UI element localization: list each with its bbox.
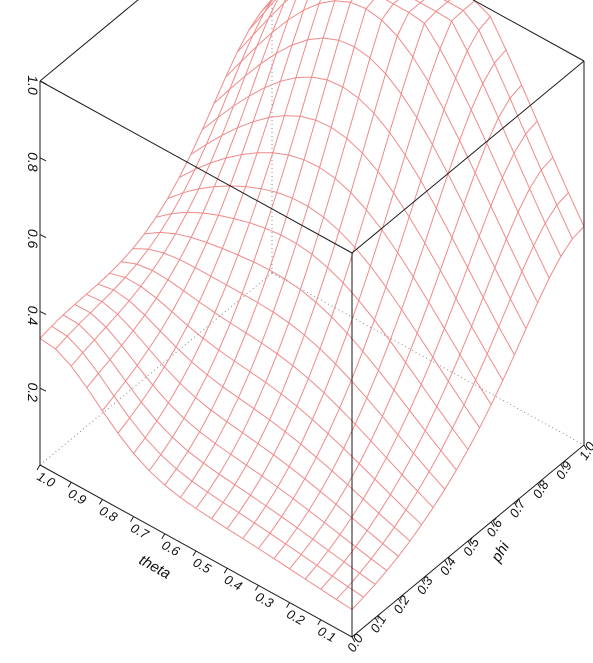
mesh-line-theta	[320, 156, 554, 590]
mesh-line-phi	[121, 261, 434, 508]
y-tick-label: 0.5	[460, 535, 483, 559]
mesh-line-phi	[225, 0, 539, 303]
mesh-line-theta	[148, 0, 336, 471]
z-tick-mark	[39, 234, 47, 239]
mesh-line-phi	[248, 0, 562, 257]
x-tick-label: 0.1	[315, 623, 338, 645]
mesh-line-phi	[190, 115, 504, 381]
y-tick-mark	[397, 598, 402, 604]
x-tick-label: 1.0	[35, 469, 59, 491]
y-tick-mark	[444, 559, 449, 566]
y-tick-label: 0.8	[529, 477, 552, 501]
z-tick-mark	[39, 310, 47, 315]
y-tick-mark	[560, 463, 565, 470]
y-tick-mark	[490, 521, 495, 528]
y-tick-mark	[421, 579, 426, 585]
mesh-line-phi	[260, 0, 573, 240]
x-tick-mark	[317, 619, 322, 626]
y-tick-mark	[374, 617, 379, 624]
y-tick-label: 0.1	[367, 612, 389, 635]
x-tick-mark	[223, 567, 228, 574]
y-tick-mark	[467, 540, 472, 547]
hidden-edge	[39, 272, 273, 466]
z-tick-label: 0.2	[25, 382, 41, 402]
mesh-line-phi	[167, 185, 481, 429]
z-tick-mark	[39, 387, 47, 392]
x-tick-mark	[36, 464, 41, 471]
mesh-line-theta	[289, 84, 522, 570]
mesh-line-theta	[102, 0, 297, 412]
box-edge	[39, 0, 139, 82]
x-tick-label: 0.3	[253, 589, 277, 611]
y-tick-mark	[537, 483, 542, 489]
z-tick-label: 0.6	[25, 229, 41, 249]
z-tick-label: 0.8	[25, 152, 41, 172]
y-tick-mark	[513, 502, 518, 508]
y-tick-label: 0.6	[483, 515, 506, 539]
mesh-line-phi	[155, 211, 469, 450]
y-tick-label: 0.3	[413, 573, 436, 597]
y-tick-label: 0.9	[553, 459, 575, 482]
mesh-line-theta	[117, 0, 308, 434]
box-edge	[39, 80, 353, 254]
hidden-edge	[271, 272, 585, 446]
surface-mesh	[39, 0, 585, 610]
mesh-line-phi	[271, 0, 585, 227]
z-tick-label: 1.0	[25, 75, 41, 95]
x-tick-mark	[286, 602, 291, 608]
box-hidden-edges	[39, 0, 585, 466]
y-tick-label: 0.7	[506, 496, 529, 520]
mesh-line-theta	[55, 0, 273, 350]
mesh-line-theta	[133, 0, 321, 454]
y-tick-mark	[583, 444, 588, 451]
x-tick-label: 0.8	[97, 503, 121, 525]
z-axis-ticks: 1.0 0.8 0.6 0.4 0.2	[25, 75, 47, 402]
mesh-line-theta	[304, 120, 538, 580]
mesh-line-theta	[70, 0, 278, 367]
mesh-line-theta	[86, 0, 286, 388]
x-tick-mark	[98, 499, 103, 505]
y-axis-ticks: 0.00.10.20.30.40.50.60.70.80.91.0	[344, 439, 593, 655]
x-tick-label: 0.2	[284, 606, 308, 628]
x-axis-title: theta	[136, 552, 173, 583]
z-tick-mark	[39, 80, 47, 85]
x-tick-label: 0.4	[222, 572, 245, 594]
y-tick-label: 0.4	[437, 555, 459, 578]
mesh-line-phi	[132, 248, 446, 490]
mesh-line-phi	[97, 283, 411, 542]
box-edge	[351, 60, 585, 254]
x-tick-label: 0.7	[128, 520, 152, 542]
z-tick-mark	[39, 157, 47, 162]
mesh-line-phi	[109, 272, 422, 526]
y-tick-label: 0.2	[390, 592, 413, 616]
mesh-line-theta	[179, 0, 375, 498]
mesh-line-phi	[178, 152, 492, 405]
y-axis-title: phi	[487, 539, 513, 566]
x-tick-mark	[130, 516, 135, 522]
y-tick-label: 1.0	[576, 439, 593, 463]
box-edge	[472, 0, 585, 62]
z-tick-label: 0.4	[25, 306, 41, 326]
mesh-line-theta	[164, 0, 353, 486]
mesh-line-phi	[202, 76, 515, 356]
x-tick-label: 0.5	[191, 555, 215, 577]
mesh-line-phi	[236, 0, 550, 279]
mesh-line-phi	[51, 325, 364, 598]
x-tick-mark	[161, 533, 166, 540]
mesh-line-phi	[213, 37, 527, 329]
mesh-line-theta	[39, 0, 273, 339]
x-tick-mark	[192, 550, 197, 557]
x-axis-ticks: 1.0 0.9 0.8 0.7 0.6 0.5 0.4 0.3 0.2 0.1	[35, 464, 338, 645]
x-tick-mark	[254, 585, 259, 591]
y-tick-mark	[351, 636, 356, 643]
mesh-line-theta	[336, 192, 569, 600]
x-tick-label: 0.6	[159, 537, 183, 559]
x-tick-mark	[67, 481, 72, 488]
x-tick-label: 0.9	[66, 486, 89, 508]
mesh-line-phi	[62, 314, 376, 585]
